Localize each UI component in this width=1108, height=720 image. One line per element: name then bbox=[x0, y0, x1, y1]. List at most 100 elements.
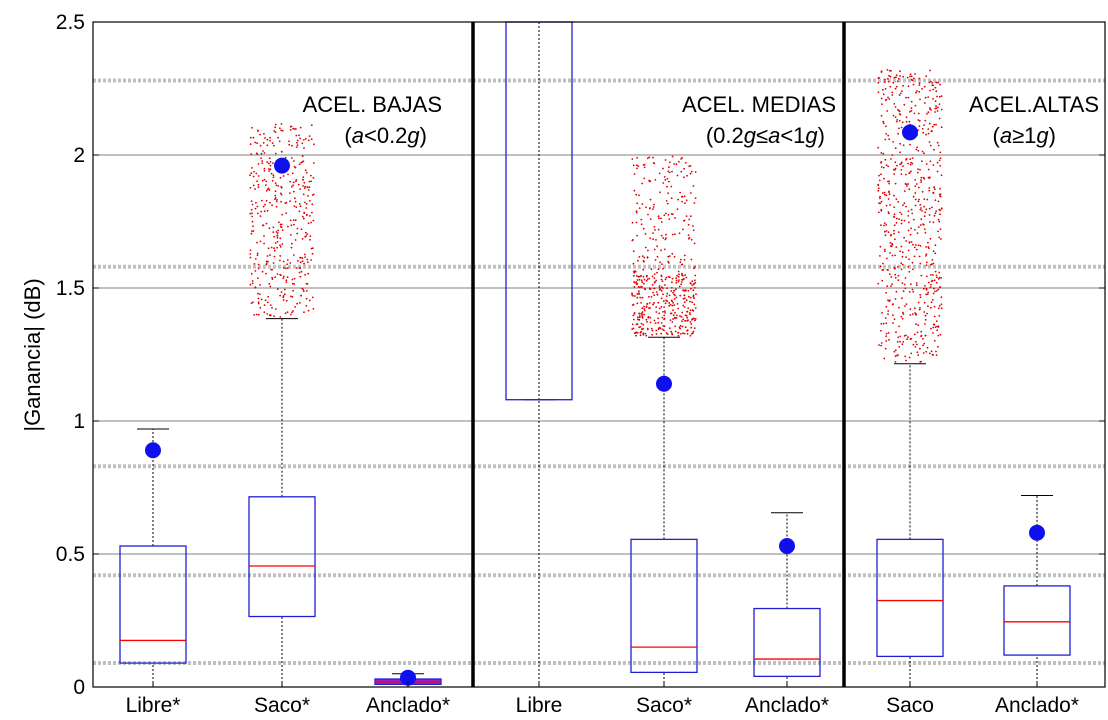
outlier-point bbox=[286, 276, 289, 279]
outlier-point bbox=[686, 332, 689, 335]
outlier-point bbox=[292, 254, 295, 256]
outlier-point bbox=[682, 289, 684, 292]
outlier-point bbox=[937, 288, 940, 291]
outlier-point bbox=[885, 230, 888, 232]
outlier-point bbox=[269, 168, 272, 171]
outlier-point bbox=[677, 334, 680, 337]
outlier-point bbox=[671, 233, 674, 236]
outlier-point bbox=[909, 314, 912, 316]
outlier-point bbox=[662, 293, 664, 296]
outlier-point bbox=[900, 161, 903, 164]
outlier-point bbox=[279, 244, 281, 247]
outlier-point bbox=[257, 130, 259, 132]
outlier-point bbox=[686, 320, 689, 322]
outlier-point bbox=[303, 187, 306, 190]
outlier-point bbox=[940, 126, 943, 129]
outlier-point bbox=[938, 271, 941, 274]
outlier-point bbox=[661, 316, 664, 319]
outlier-point bbox=[258, 293, 261, 295]
outlier-point bbox=[878, 344, 880, 346]
outlier-point bbox=[643, 177, 645, 180]
outlier-point bbox=[884, 158, 887, 161]
outlier-point bbox=[312, 307, 315, 310]
outlier-point bbox=[296, 141, 298, 144]
outlier-point bbox=[684, 320, 686, 322]
outlier-point bbox=[919, 262, 922, 265]
outlier-point bbox=[643, 305, 645, 308]
outlier-point bbox=[282, 296, 285, 299]
outlier-point bbox=[880, 166, 883, 168]
outlier-point bbox=[886, 77, 889, 80]
outlier-point bbox=[283, 293, 286, 296]
outlier-point bbox=[277, 136, 279, 139]
outlier-point bbox=[682, 219, 685, 222]
outlier-point bbox=[308, 135, 311, 138]
outlier-point bbox=[927, 128, 930, 131]
outlier-point bbox=[935, 320, 938, 323]
outlier-point bbox=[646, 256, 649, 259]
outlier-point bbox=[878, 179, 881, 182]
outlier-point bbox=[269, 201, 271, 204]
outlier-point bbox=[893, 232, 895, 235]
outlier-point bbox=[926, 346, 929, 349]
outlier-point bbox=[655, 239, 657, 241]
outlier-point bbox=[280, 186, 283, 189]
outlier-point bbox=[291, 242, 293, 245]
outlier-point bbox=[901, 282, 904, 284]
outlier-point bbox=[668, 171, 671, 174]
outlier-point bbox=[937, 200, 940, 203]
outlier-point bbox=[923, 205, 925, 208]
outlier-point bbox=[652, 206, 655, 208]
outlier-point bbox=[904, 355, 907, 358]
outlier-point bbox=[908, 241, 911, 244]
outlier-point bbox=[275, 200, 278, 203]
outlier-point bbox=[935, 274, 938, 277]
outlier-point bbox=[938, 304, 941, 307]
outlier-point bbox=[896, 265, 899, 268]
outlier-point bbox=[660, 286, 663, 289]
y-tick-label-2: 1 bbox=[73, 410, 85, 433]
outlier-point bbox=[934, 290, 936, 293]
outlier-point bbox=[939, 333, 942, 336]
outlier-point bbox=[685, 215, 688, 218]
outlier-point bbox=[681, 272, 683, 275]
outlier-point bbox=[664, 278, 667, 281]
outlier-point bbox=[931, 263, 933, 265]
outlier-point bbox=[267, 295, 269, 298]
outlier-point bbox=[925, 246, 927, 248]
outlier-point bbox=[282, 299, 285, 301]
outlier-point bbox=[250, 302, 253, 304]
outlier-point bbox=[305, 297, 308, 300]
outlier-point bbox=[914, 229, 916, 231]
outlier-point bbox=[893, 229, 895, 232]
outlier-point bbox=[908, 171, 911, 174]
outlier-point bbox=[898, 127, 900, 130]
outlier-point bbox=[680, 281, 683, 283]
outlier-point bbox=[685, 276, 688, 279]
outlier-point bbox=[302, 185, 304, 187]
outlier-point bbox=[907, 210, 910, 213]
outlier-point bbox=[686, 316, 689, 319]
outlier-point bbox=[639, 296, 642, 299]
outlier-point bbox=[689, 300, 691, 303]
outlier-point bbox=[897, 78, 900, 80]
outlier-point bbox=[252, 230, 255, 232]
outlier-point bbox=[668, 218, 671, 221]
outlier-point bbox=[908, 258, 910, 261]
outlier-point bbox=[652, 303, 654, 306]
outlier-point bbox=[251, 280, 254, 282]
outlier-point bbox=[257, 183, 260, 186]
outlier-point bbox=[641, 311, 644, 313]
outlier-point bbox=[888, 300, 891, 302]
outlier-point bbox=[689, 296, 692, 299]
outlier-point bbox=[877, 184, 880, 187]
outlier-point bbox=[893, 194, 895, 197]
outlier-point bbox=[251, 282, 254, 285]
box-g0-b1 bbox=[248, 496, 316, 618]
outlier-point bbox=[902, 165, 904, 168]
group-separators bbox=[471, 22, 846, 687]
outlier-point bbox=[256, 153, 259, 156]
outlier-point bbox=[285, 281, 288, 283]
outlier-point bbox=[920, 179, 922, 182]
outlier-point bbox=[285, 299, 288, 302]
